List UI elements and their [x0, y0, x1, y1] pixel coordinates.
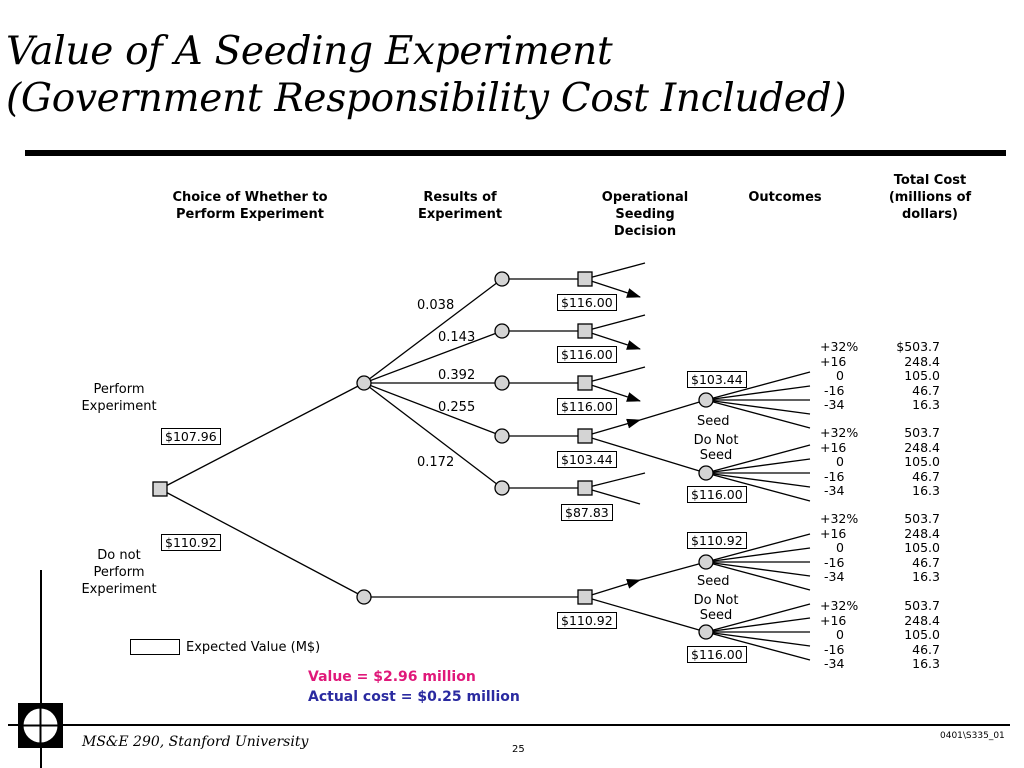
branch-result-1: [363, 278, 503, 384]
branch-result-5: [363, 382, 503, 489]
outcome-row: +32% 503.7: [820, 511, 940, 526]
outcome-table-seed: +32% $503.7 +16 248.4 0 105.0 -16 46.7 -34 16…: [816, 339, 940, 413]
result-node-5: [494, 480, 510, 496]
ev-box-noexp-decision: $110.92: [557, 612, 617, 629]
outcome-row: -16 46.7: [824, 382, 940, 398]
outcome-row: +32% 503.7: [820, 425, 940, 440]
outcome-table-noexp-seed: +32% 503.7 +16 248.4 0 105.0 -16 46.7 -34 16.…: [816, 511, 940, 585]
outcome-row: +16 248.4: [820, 525, 940, 541]
slide-code: 0401\S335_01: [940, 731, 1005, 741]
result-node-2: [494, 323, 510, 339]
result-node-1: [494, 271, 510, 287]
outcome-table-noexp-no-seed: +32% 503.7 +16 248.4 0 105.0 -16 46.7 -34 16.…: [816, 598, 940, 672]
no-seed-chance-node: [698, 465, 714, 481]
page-number: 25: [512, 744, 525, 755]
experiment-chance-node: [356, 375, 372, 391]
label-do-not-perform: Do not Perform Experiment: [81, 548, 157, 597]
arrow-2: [584, 330, 641, 350]
ev-box-noexp-no-seed: $116.00: [687, 646, 747, 663]
decision-node-3: [577, 375, 593, 391]
decision-node-1: [577, 271, 593, 287]
outcome-row: +32% $503.7: [820, 339, 940, 354]
outcome-row: 0 105.0: [836, 454, 940, 469]
arrow-3: [584, 382, 641, 402]
legend-ev-box: [130, 639, 180, 655]
outcome-row: -34 16.3: [824, 483, 940, 498]
title-rule: [25, 150, 1006, 156]
prob-5: 0.172: [417, 455, 455, 470]
noexp-no-seed-chance-node: [698, 624, 714, 640]
logo-vertical-line: [40, 570, 42, 768]
outcome-table-no-seed: +32% 503.7 +16 248.4 0 105.0 -16 46.7 -34 16.…: [816, 425, 940, 499]
branch-result-2: [363, 330, 503, 384]
outcome-row: +16 248.4: [820, 612, 940, 628]
header-outcomes: Outcomes: [748, 190, 822, 205]
outcome-row: -16 46.7: [824, 554, 940, 570]
outcome-row: +16 248.4: [820, 353, 940, 369]
arrow-seed: [584, 418, 641, 437]
header-results: Results of Experiment: [417, 190, 503, 222]
result-node-4: [494, 428, 510, 444]
outcome-row: 0 105.0: [836, 627, 940, 642]
ev-box-result-2: $116.00: [557, 346, 617, 363]
label-noexp-do-not-seed: Do Not Seed: [693, 593, 739, 623]
title-line-2: (Government Responsibility Cost Included…: [6, 76, 847, 121]
branch-perform: [159, 382, 365, 490]
footer-rule: [8, 724, 1010, 726]
outcome-row: +16 248.4: [820, 439, 940, 455]
outcome-row: -16 46.7: [824, 641, 940, 657]
outcome-row: 0 105.0: [836, 540, 940, 555]
decision-node-noexp: [577, 589, 593, 605]
seed-chance-node: [698, 392, 714, 408]
label-do-not-seed: Do Not Seed: [693, 433, 739, 463]
label-noexp-seed: Seed: [697, 574, 730, 589]
branch-do-not-perform: [159, 488, 365, 598]
root-decision-node: [152, 481, 168, 497]
crosshair-logo-icon: [18, 703, 63, 748]
decision-node-4: [577, 428, 593, 444]
outcome-row: -16 46.7: [824, 468, 940, 484]
ev-box-result-4: $103.44: [557, 451, 617, 468]
branch-result-4: [363, 382, 503, 437]
arrow-1: [584, 278, 641, 298]
value-summary: Value = $2.96 million: [308, 669, 476, 685]
prob-4: 0.255: [438, 400, 476, 415]
decision-node-5: [577, 480, 593, 496]
outcome-row: -34 16.3: [824, 656, 940, 671]
outcome-row: 0 105.0: [836, 368, 940, 383]
decision-node-2: [577, 323, 593, 339]
slide-title: Value of A Seeding Experiment (Governmen…: [6, 28, 1016, 122]
title-line-1: Value of A Seeding Experiment: [6, 29, 613, 74]
ev-box-no-seed: $116.00: [687, 486, 747, 503]
header-total-cost: Total Cost (millions of dollars): [888, 173, 972, 222]
label-seed: Seed: [697, 414, 730, 429]
header-choice: Choice of Whether to Perform Experiment: [172, 190, 328, 222]
header-operational-decision: Operational Seeding Decision: [601, 190, 689, 239]
prob-2: 0.143: [438, 330, 476, 345]
footer-course: MS&E 290, Stanford University: [82, 734, 309, 750]
ev-box-root: $107.96: [161, 428, 221, 445]
arrow-noexp-seed: [584, 579, 641, 598]
ev-box-noexp-seed: $110.92: [687, 532, 747, 549]
prob-3: 0.392: [438, 368, 476, 383]
actual-cost-summary: Actual cost = $0.25 million: [308, 689, 520, 705]
legend-label: Expected Value (M$): [186, 640, 321, 655]
label-perform-experiment: Perform Experiment: [81, 382, 157, 414]
ev-box-do-not-perform: $110.92: [161, 534, 221, 551]
noexp-seed-chance-node: [698, 554, 714, 570]
no-experiment-node: [356, 589, 372, 605]
ev-box-result-3: $116.00: [557, 398, 617, 415]
result-node-3: [494, 375, 510, 391]
ev-box-result-1: $116.00: [557, 294, 617, 311]
ev-box-seed: $103.44: [687, 371, 747, 388]
prob-1: 0.038: [417, 298, 455, 313]
outcome-row: +32% 503.7: [820, 598, 940, 613]
ev-box-result-5: $87.83: [561, 504, 613, 521]
outcome-row: -34 16.3: [824, 569, 940, 584]
outcome-row: -34 16.3: [824, 397, 940, 412]
